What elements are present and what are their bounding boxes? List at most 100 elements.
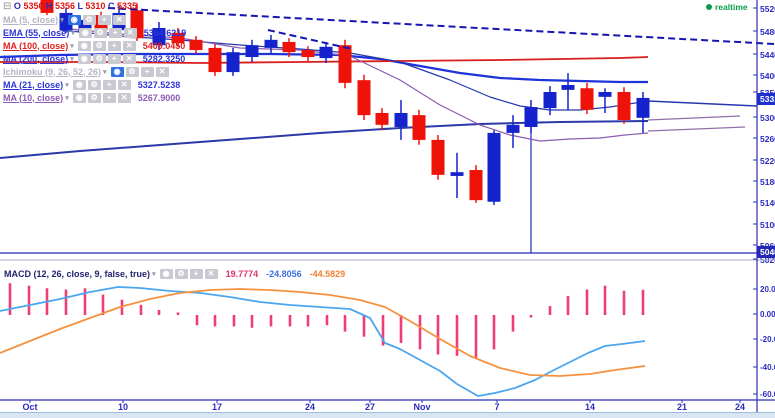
close-icon[interactable]: ✕: [117, 92, 131, 103]
trendline-short[interactable]: [267, 29, 353, 50]
close-icon[interactable]: ✕: [117, 79, 131, 90]
candle-body: [617, 92, 631, 120]
overlay-projection-purple-1: [647, 115, 741, 121]
chevron-down-icon[interactable]: ▾: [152, 270, 156, 278]
price-axis-label: 5220: [760, 156, 775, 166]
add-icon[interactable]: +: [107, 53, 121, 64]
close-icon[interactable]: ✕: [122, 53, 136, 64]
visibility-icon[interactable]: ◉: [159, 269, 173, 279]
candle-body: [543, 92, 557, 109]
visibility-icon[interactable]: ◉: [78, 27, 92, 38]
open-label: O: [13, 1, 21, 11]
trendline-main[interactable]: [107, 7, 775, 45]
candle-body: [469, 170, 483, 201]
window-icon[interactable]: ⊟: [3, 1, 12, 12]
candle-body: [598, 92, 612, 97]
close-icon[interactable]: ✕: [112, 14, 126, 25]
add-icon[interactable]: +: [140, 66, 154, 77]
settings-icon[interactable]: ⚙: [87, 79, 101, 90]
candle-body: [301, 50, 315, 58]
chevron-down-icon[interactable]: ▾: [65, 94, 69, 102]
high-label: H: [45, 1, 53, 11]
price-axis-label: 5260: [760, 134, 775, 144]
scroll-strip[interactable]: [0, 412, 775, 418]
legend-label-ma-100[interactable]: MA (100, close): [3, 40, 69, 51]
macd-label: MACD (12, 26, close, 9, false, true): [4, 268, 151, 279]
visibility-icon[interactable]: ◉: [77, 40, 91, 51]
chevron-down-icon[interactable]: ▾: [65, 81, 69, 89]
chevron-down-icon[interactable]: ▾: [60, 16, 64, 24]
chevron-down-icon[interactable]: ▾: [70, 55, 74, 63]
settings-icon[interactable]: ⚙: [125, 66, 139, 77]
settings-icon[interactable]: ⚙: [92, 53, 106, 64]
legend-row-ma-10: MA (10, close) ▾ ◉ ⚙ + ✕ 5267.9000: [3, 91, 186, 104]
macd-hist-value: 19.7774: [225, 268, 259, 279]
close-icon[interactable]: ✕: [204, 269, 218, 279]
legend-label-ma-10[interactable]: MA (10, close): [3, 92, 64, 103]
chevron-down-icon[interactable]: ▾: [70, 42, 74, 50]
x-axis-label: 17: [211, 402, 223, 412]
candle-body: [319, 46, 333, 59]
candle-body: [245, 45, 259, 58]
close-icon[interactable]: ✕: [123, 27, 137, 38]
legend-label-ma-21[interactable]: MA (21, close): [3, 79, 64, 90]
price-axis-label: 5520: [760, 4, 775, 14]
candle-body: [208, 47, 222, 73]
add-icon[interactable]: +: [189, 269, 203, 279]
visibility-icon[interactable]: ◉: [110, 66, 124, 77]
legend-value-ma-21: 5327.5238: [137, 79, 181, 90]
macd-axis-label: 0.0000: [760, 310, 775, 319]
settings-icon[interactable]: ⚙: [174, 269, 188, 279]
price-axis-label: 5180: [760, 177, 775, 187]
close-icon[interactable]: ✕: [122, 40, 136, 51]
legend-value-ma-200: 5282.3250: [142, 53, 186, 64]
visibility-icon[interactable]: ◉: [72, 92, 86, 103]
price-axis-label: 5140: [760, 198, 775, 208]
add-icon[interactable]: +: [102, 79, 116, 90]
legend-label-ma-200[interactable]: MA (200, close): [3, 53, 69, 64]
legend-value-ema-55: 5364.6219: [143, 27, 187, 38]
realtime-label: realtime: [715, 2, 748, 12]
overlay-ma-200: [0, 120, 649, 159]
candle-body: [375, 112, 389, 125]
legend-label-ichimoku[interactable]: Ichimoku (9, 26, 52, 26): [3, 66, 102, 77]
x-axis-label: 24: [304, 402, 316, 412]
macd-icon-group: ◉ ⚙ + ✕: [158, 268, 218, 279]
x-axis-label: 10: [117, 402, 129, 412]
add-icon[interactable]: +: [108, 27, 122, 38]
high-value: 5356: [55, 1, 76, 11]
add-icon[interactable]: +: [97, 14, 111, 25]
price-axis-label: 5440: [760, 50, 775, 60]
price-axis-label: 5300: [760, 113, 775, 123]
macd-signal-line: [0, 288, 646, 377]
add-icon[interactable]: +: [107, 40, 121, 51]
chevron-down-icon[interactable]: ▾: [103, 68, 107, 76]
add-icon[interactable]: +: [102, 92, 116, 103]
x-axis-label: 24: [734, 402, 746, 412]
close-label: C: [107, 1, 115, 11]
settings-icon[interactable]: ⚙: [93, 27, 107, 38]
macd-legend: MACD (12, 26, close, 9, false, true) ▾ ◉…: [4, 268, 345, 279]
close-icon[interactable]: ✕: [155, 66, 169, 77]
legend-row-ma-5: MA (5, close) ▾ ◉ ⚙ + ✕: [3, 13, 186, 26]
macd-signal-value: -44.5829: [309, 268, 346, 279]
settings-icon[interactable]: ⚙: [82, 14, 96, 25]
chevron-down-icon[interactable]: ▾: [71, 29, 75, 37]
settings-icon[interactable]: ⚙: [92, 40, 106, 51]
visibility-icon[interactable]: ◉: [72, 79, 86, 90]
indicator-legend: MA (5, close) ▾ ◉ ⚙ + ✕ EMA (55, close) ▾ ◉ ⚙ + ✕ 53…: [3, 13, 186, 104]
candle-body: [487, 132, 501, 202]
legend-label-ema-55[interactable]: EMA (55, close): [3, 27, 70, 38]
candle-body: [506, 124, 520, 133]
macd-axis-label: -40.000: [760, 363, 775, 372]
settings-icon[interactable]: ⚙: [87, 92, 101, 103]
visibility-icon[interactable]: ◉: [77, 53, 91, 64]
legend-label-ma-5[interactable]: MA (5, close): [3, 14, 59, 25]
visibility-icon[interactable]: ◉: [67, 14, 81, 25]
price-axis-label: 5100: [760, 220, 775, 230]
realtime-dot-icon: [706, 4, 712, 10]
macd-line-value: -24.8056: [266, 268, 302, 279]
